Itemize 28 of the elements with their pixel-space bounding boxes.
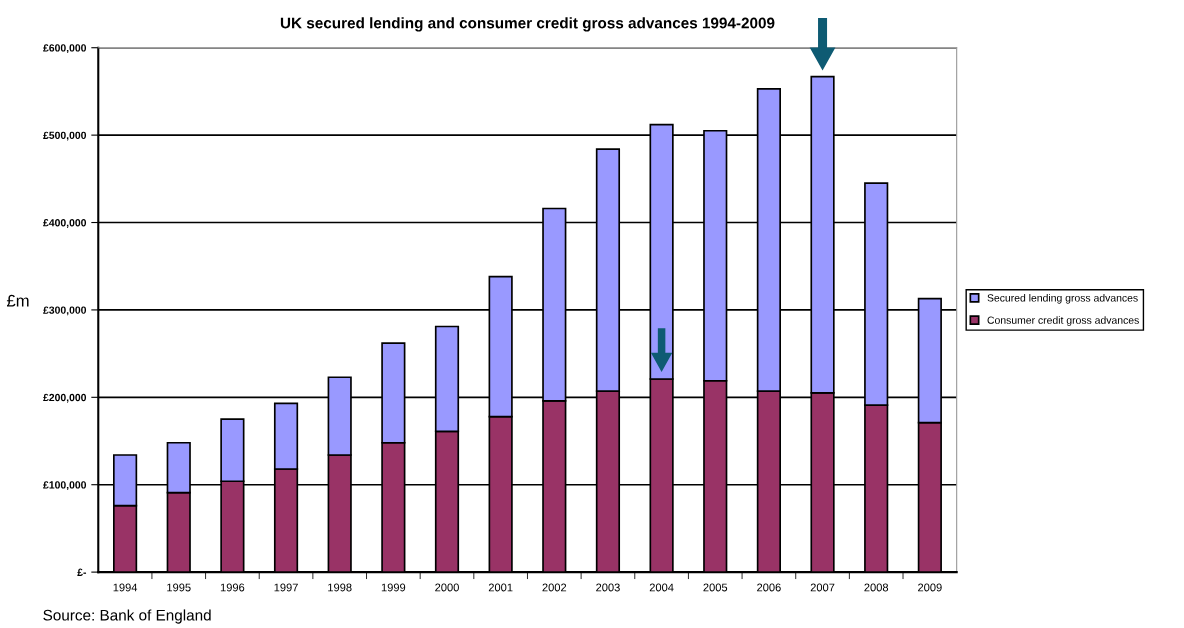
y-tick-label: £400,000 bbox=[43, 219, 87, 228]
x-tick-label: 2008 bbox=[864, 583, 889, 592]
x-tick-label: 2002 bbox=[542, 583, 567, 592]
x-tick-label: 1998 bbox=[328, 583, 352, 592]
x-tick-label: 2005 bbox=[703, 583, 728, 592]
x-tick-label: 1996 bbox=[220, 583, 245, 592]
x-tick-label: 2000 bbox=[435, 583, 459, 592]
y-tick-label: £600,000 bbox=[43, 44, 87, 54]
x-tick-label: 2006 bbox=[757, 583, 781, 592]
x-tick-label: 2007 bbox=[810, 583, 835, 592]
x-tick-label: 1994 bbox=[113, 583, 138, 592]
x-tick-label: 1999 bbox=[381, 583, 406, 592]
y-axis-title: £m bbox=[6, 294, 29, 307]
x-tick-label: 2009 bbox=[918, 583, 942, 592]
legend-label: Secured lending gross advances bbox=[987, 293, 1138, 304]
y-tick-label: £500,000 bbox=[43, 131, 87, 141]
y-tick-label: £100,000 bbox=[43, 481, 87, 491]
x-tick-label: 2004 bbox=[649, 583, 674, 592]
x-tick-label: 2003 bbox=[596, 583, 620, 592]
y-tick-label: £- bbox=[77, 568, 87, 576]
x-tick-label: 1995 bbox=[167, 583, 191, 592]
x-tick-label: 2001 bbox=[488, 583, 513, 592]
x-tick-label: 1997 bbox=[274, 583, 298, 592]
y-tick-label: £200,000 bbox=[43, 393, 87, 403]
source-note: Source: Bank of England bbox=[43, 609, 211, 624]
legend-label: Consumer credit gross advances bbox=[987, 316, 1139, 326]
y-tick-label: £300,000 bbox=[43, 306, 87, 316]
chart-title: UK secured lending and consumer credit gross advances 1994-2009 bbox=[280, 17, 775, 32]
